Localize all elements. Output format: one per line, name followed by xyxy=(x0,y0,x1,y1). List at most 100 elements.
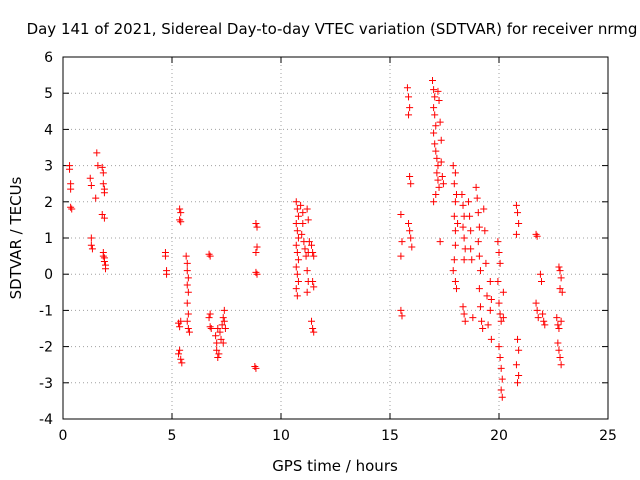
data-point xyxy=(430,104,438,112)
data-point xyxy=(252,248,260,256)
data-point xyxy=(467,227,475,235)
data-point xyxy=(436,118,444,126)
data-point xyxy=(495,343,503,351)
data-point xyxy=(87,241,95,249)
data-point xyxy=(557,317,565,325)
data-point xyxy=(183,259,191,267)
data-point xyxy=(304,216,312,224)
data-point xyxy=(301,245,309,253)
data-point xyxy=(398,238,406,246)
data-point xyxy=(405,93,413,101)
data-point xyxy=(184,274,192,282)
data-point xyxy=(100,214,108,222)
data-point xyxy=(99,169,107,177)
data-point xyxy=(297,201,305,209)
data-point xyxy=(184,325,192,332)
data-point xyxy=(496,259,504,267)
data-point xyxy=(184,310,192,318)
data-point xyxy=(460,256,468,264)
chart-title: Day 141 of 2021, Sidereal Day-to-day VTE… xyxy=(27,20,638,38)
data-point xyxy=(536,270,544,278)
data-point xyxy=(309,248,317,256)
data-point xyxy=(430,198,438,206)
data-point xyxy=(177,317,185,325)
data-point xyxy=(403,84,411,92)
data-point xyxy=(533,306,541,314)
data-point xyxy=(397,210,405,218)
data-point xyxy=(292,241,300,249)
data-point xyxy=(292,198,300,206)
data-point xyxy=(183,299,191,307)
data-point xyxy=(473,194,481,202)
data-point xyxy=(408,243,416,251)
y-tick-label: 0 xyxy=(44,267,53,283)
data-point xyxy=(475,252,483,260)
data-point xyxy=(482,259,490,267)
data-point xyxy=(499,288,507,296)
data-point xyxy=(494,238,502,246)
data-point xyxy=(406,104,414,112)
data-point xyxy=(294,234,302,242)
data-point xyxy=(217,335,225,343)
data-point xyxy=(496,310,504,318)
data-point xyxy=(252,220,260,228)
data-point xyxy=(459,223,467,231)
y-tick-label: 3 xyxy=(44,159,53,175)
data-point xyxy=(558,288,566,296)
data-point xyxy=(397,252,405,260)
data-point xyxy=(498,393,506,401)
data-point xyxy=(175,350,183,358)
y-tick-label: -3 xyxy=(39,376,53,392)
data-point xyxy=(486,277,494,285)
x-tick-label: 0 xyxy=(59,428,68,444)
data-point xyxy=(556,285,564,293)
data-point xyxy=(177,218,185,226)
data-point xyxy=(514,209,522,217)
data-point xyxy=(533,232,541,240)
data-point xyxy=(499,314,507,322)
data-point xyxy=(458,191,466,199)
data-point xyxy=(436,238,444,246)
data-point xyxy=(431,111,439,119)
data-point xyxy=(177,209,185,217)
y-tick-label: -4 xyxy=(39,412,53,428)
data-point xyxy=(303,267,311,275)
data-point xyxy=(452,285,460,293)
data-point xyxy=(496,353,504,361)
data-point xyxy=(206,310,214,318)
data-point xyxy=(540,317,548,325)
data-point xyxy=(450,180,458,188)
data-point xyxy=(67,203,75,211)
x-tick-label: 20 xyxy=(490,428,508,444)
data-point xyxy=(252,268,260,276)
data-point xyxy=(185,328,193,336)
data-point xyxy=(437,136,445,144)
y-tick-label: -1 xyxy=(39,303,53,319)
data-point xyxy=(554,321,562,329)
y-axis-label: SDTVAR / TECUs xyxy=(7,176,25,299)
data-point xyxy=(476,267,484,275)
data-point xyxy=(430,129,438,137)
data-point xyxy=(182,252,190,260)
data-point xyxy=(252,364,260,372)
data-point xyxy=(310,252,318,260)
data-point xyxy=(309,325,317,332)
data-point xyxy=(212,332,220,340)
data-point xyxy=(219,339,227,347)
y-tick-label: -2 xyxy=(39,340,53,356)
data-point xyxy=(514,335,522,343)
data-point xyxy=(406,227,414,235)
y-tick-label: 5 xyxy=(44,86,53,102)
grid xyxy=(63,57,608,419)
data-point xyxy=(498,375,506,383)
data-point xyxy=(161,252,169,260)
data-point xyxy=(66,165,74,173)
data-point xyxy=(253,243,261,251)
data-point xyxy=(472,183,480,191)
data-point xyxy=(479,325,487,332)
data-point xyxy=(93,149,101,157)
data-point xyxy=(253,270,261,278)
data-point xyxy=(451,241,459,249)
data-point xyxy=(512,230,520,238)
data-point xyxy=(478,317,486,325)
